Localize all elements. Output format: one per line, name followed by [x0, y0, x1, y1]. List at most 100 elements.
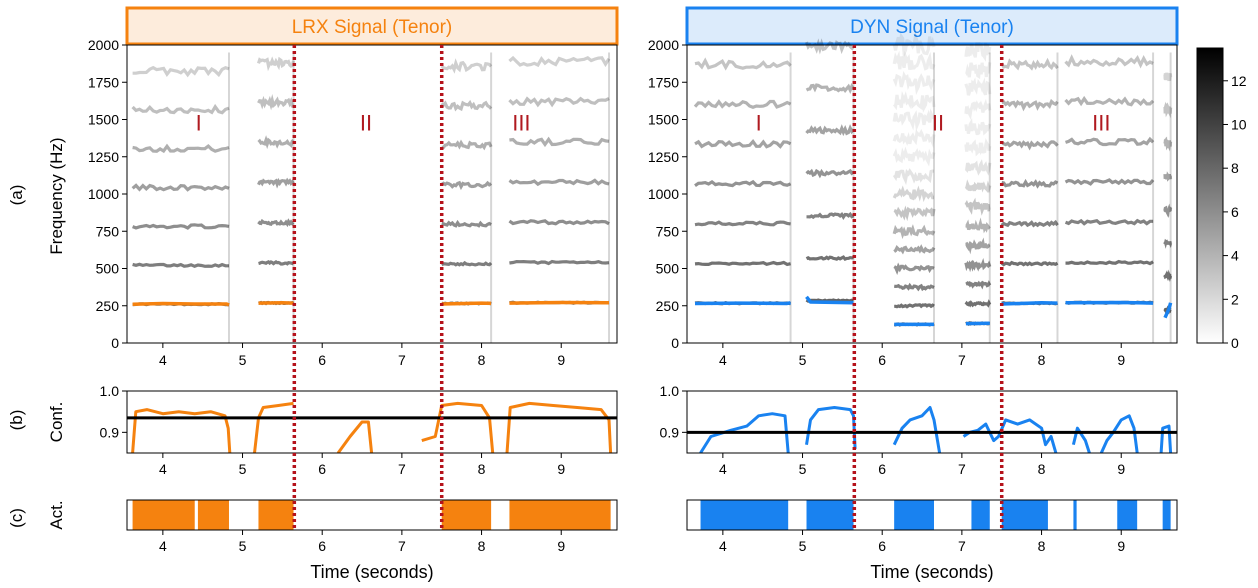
- plot-background: [687, 45, 1177, 343]
- harmonic-line: [440, 99, 493, 112]
- harmonic-line: [893, 205, 936, 222]
- colorbar-tick-label: 2: [1231, 291, 1239, 307]
- confidence-line: [505, 401, 613, 453]
- harmonic-line: [964, 197, 991, 216]
- harmonic-line: [508, 219, 610, 226]
- harmonic-line: [1064, 54, 1154, 69]
- y-tick-label: 0.9: [100, 424, 120, 440]
- activity-bar: [441, 500, 492, 530]
- harmonic-line: [806, 211, 855, 220]
- title-box-lrx: LRX Signal (Tenor): [125, 6, 619, 46]
- harmonic-line: [965, 280, 992, 290]
- plot-background: [127, 45, 617, 343]
- confidence-line: [1159, 424, 1173, 453]
- harmonic-line: [441, 139, 493, 151]
- confidence-line: [1071, 426, 1091, 453]
- harmonic-line: [965, 217, 991, 234]
- y-tick-label: 2000: [648, 37, 679, 53]
- harmonic-line: [892, 185, 935, 203]
- x-tick-label: 4: [719, 461, 727, 477]
- segment-label: II: [360, 110, 372, 135]
- segment-label: III: [512, 110, 530, 135]
- harmonic-line: [964, 98, 992, 121]
- x-tick-label: 7: [958, 461, 966, 477]
- y-tick-label: 0: [671, 335, 679, 351]
- harmonic-line: [440, 58, 493, 74]
- harmonic-line: [1000, 219, 1059, 228]
- y-tick-label: 1250: [88, 149, 119, 165]
- x-tick-label: 5: [799, 352, 807, 368]
- x-tick-label: 8: [478, 538, 486, 554]
- x-tick-label: 7: [958, 352, 966, 368]
- harmonic-line: [1163, 269, 1172, 282]
- harmonic-line: [892, 108, 936, 132]
- y-tick-label: 0.9: [660, 424, 680, 440]
- harmonic-line: [694, 260, 791, 267]
- y-tick-label: 1750: [648, 74, 679, 90]
- activity-bar: [806, 500, 854, 530]
- harmonic-line: [893, 262, 935, 276]
- x-tick-label: 5: [239, 352, 247, 368]
- harmonic-line: [1064, 95, 1155, 107]
- confidence-line: [805, 406, 857, 449]
- y-tick-label: 500: [96, 261, 120, 277]
- y-tick-label: 250: [656, 298, 680, 314]
- harmonic-line: [440, 260, 493, 267]
- harmonic-line: [892, 90, 936, 113]
- harmonic-line: [805, 255, 854, 262]
- harmonic-line: [256, 56, 296, 72]
- harmonic-line: [694, 179, 792, 188]
- y-tick-label: 1000: [88, 186, 119, 202]
- harmonic-line: [441, 219, 492, 228]
- x-tick-label: 6: [878, 538, 886, 554]
- harmonic-line: [508, 55, 611, 68]
- harmonic-line: [964, 159, 992, 176]
- title-lrx: LRX Signal (Tenor): [292, 17, 453, 38]
- harmonic-line: [894, 303, 935, 309]
- colorbar: 0 2 4 6 8 10 12: [1196, 47, 1247, 351]
- harmonic-line: [964, 299, 992, 308]
- f0-track: [509, 300, 610, 305]
- f0-track: [132, 301, 230, 307]
- x-tick-label: 6: [318, 538, 326, 554]
- harmonic-line: [964, 179, 992, 194]
- harmonic-line: [805, 124, 855, 137]
- x-tick-label: 4: [719, 352, 727, 368]
- x-tick-label: 8: [1038, 538, 1046, 554]
- title-box-lrx-frame: [125, 6, 619, 46]
- harmonic-line: [509, 136, 610, 148]
- harmonic-line: [1163, 72, 1173, 82]
- segment-boundaries: [292, 45, 1004, 530]
- harmonic-line: [509, 259, 610, 266]
- harmonic-line: [1001, 178, 1059, 189]
- colorbar-tick-label: 0: [1231, 335, 1239, 351]
- f0-track: [1163, 302, 1173, 319]
- x-tick-label: 8: [1038, 461, 1046, 477]
- activity-bar: [197, 500, 229, 530]
- x-tick-label: 8: [1038, 352, 1046, 368]
- y-tick-label: 1500: [648, 112, 679, 128]
- x-tick-label: 9: [557, 461, 565, 477]
- x-tick-label: 6: [878, 352, 886, 368]
- harmonic-line: [964, 117, 992, 136]
- harmonic-line: [693, 99, 792, 110]
- title-dyn: DYN Signal (Tenor): [850, 17, 1014, 38]
- x-tick-label: 7: [398, 538, 406, 554]
- x-tick-label: 7: [958, 538, 966, 554]
- harmonic-line: [965, 237, 991, 255]
- y-tick-label: 500: [656, 261, 680, 277]
- harmonic-line: [1001, 98, 1059, 112]
- confidence-line: [421, 401, 495, 453]
- x-tick-label: 5: [239, 538, 247, 554]
- activity-plot-dyn: 4 5 6 7 8 9: [686, 499, 1178, 554]
- activity-bar: [971, 500, 990, 530]
- f0-track: [694, 301, 791, 306]
- harmonic-line: [965, 62, 992, 80]
- harmonic-line: [131, 183, 230, 192]
- harmonic-line: [257, 135, 295, 150]
- activity-bar: [1073, 500, 1077, 530]
- confidence-line: [131, 408, 232, 453]
- segment-label: III: [1092, 110, 1110, 135]
- harmonic-line: [805, 298, 854, 303]
